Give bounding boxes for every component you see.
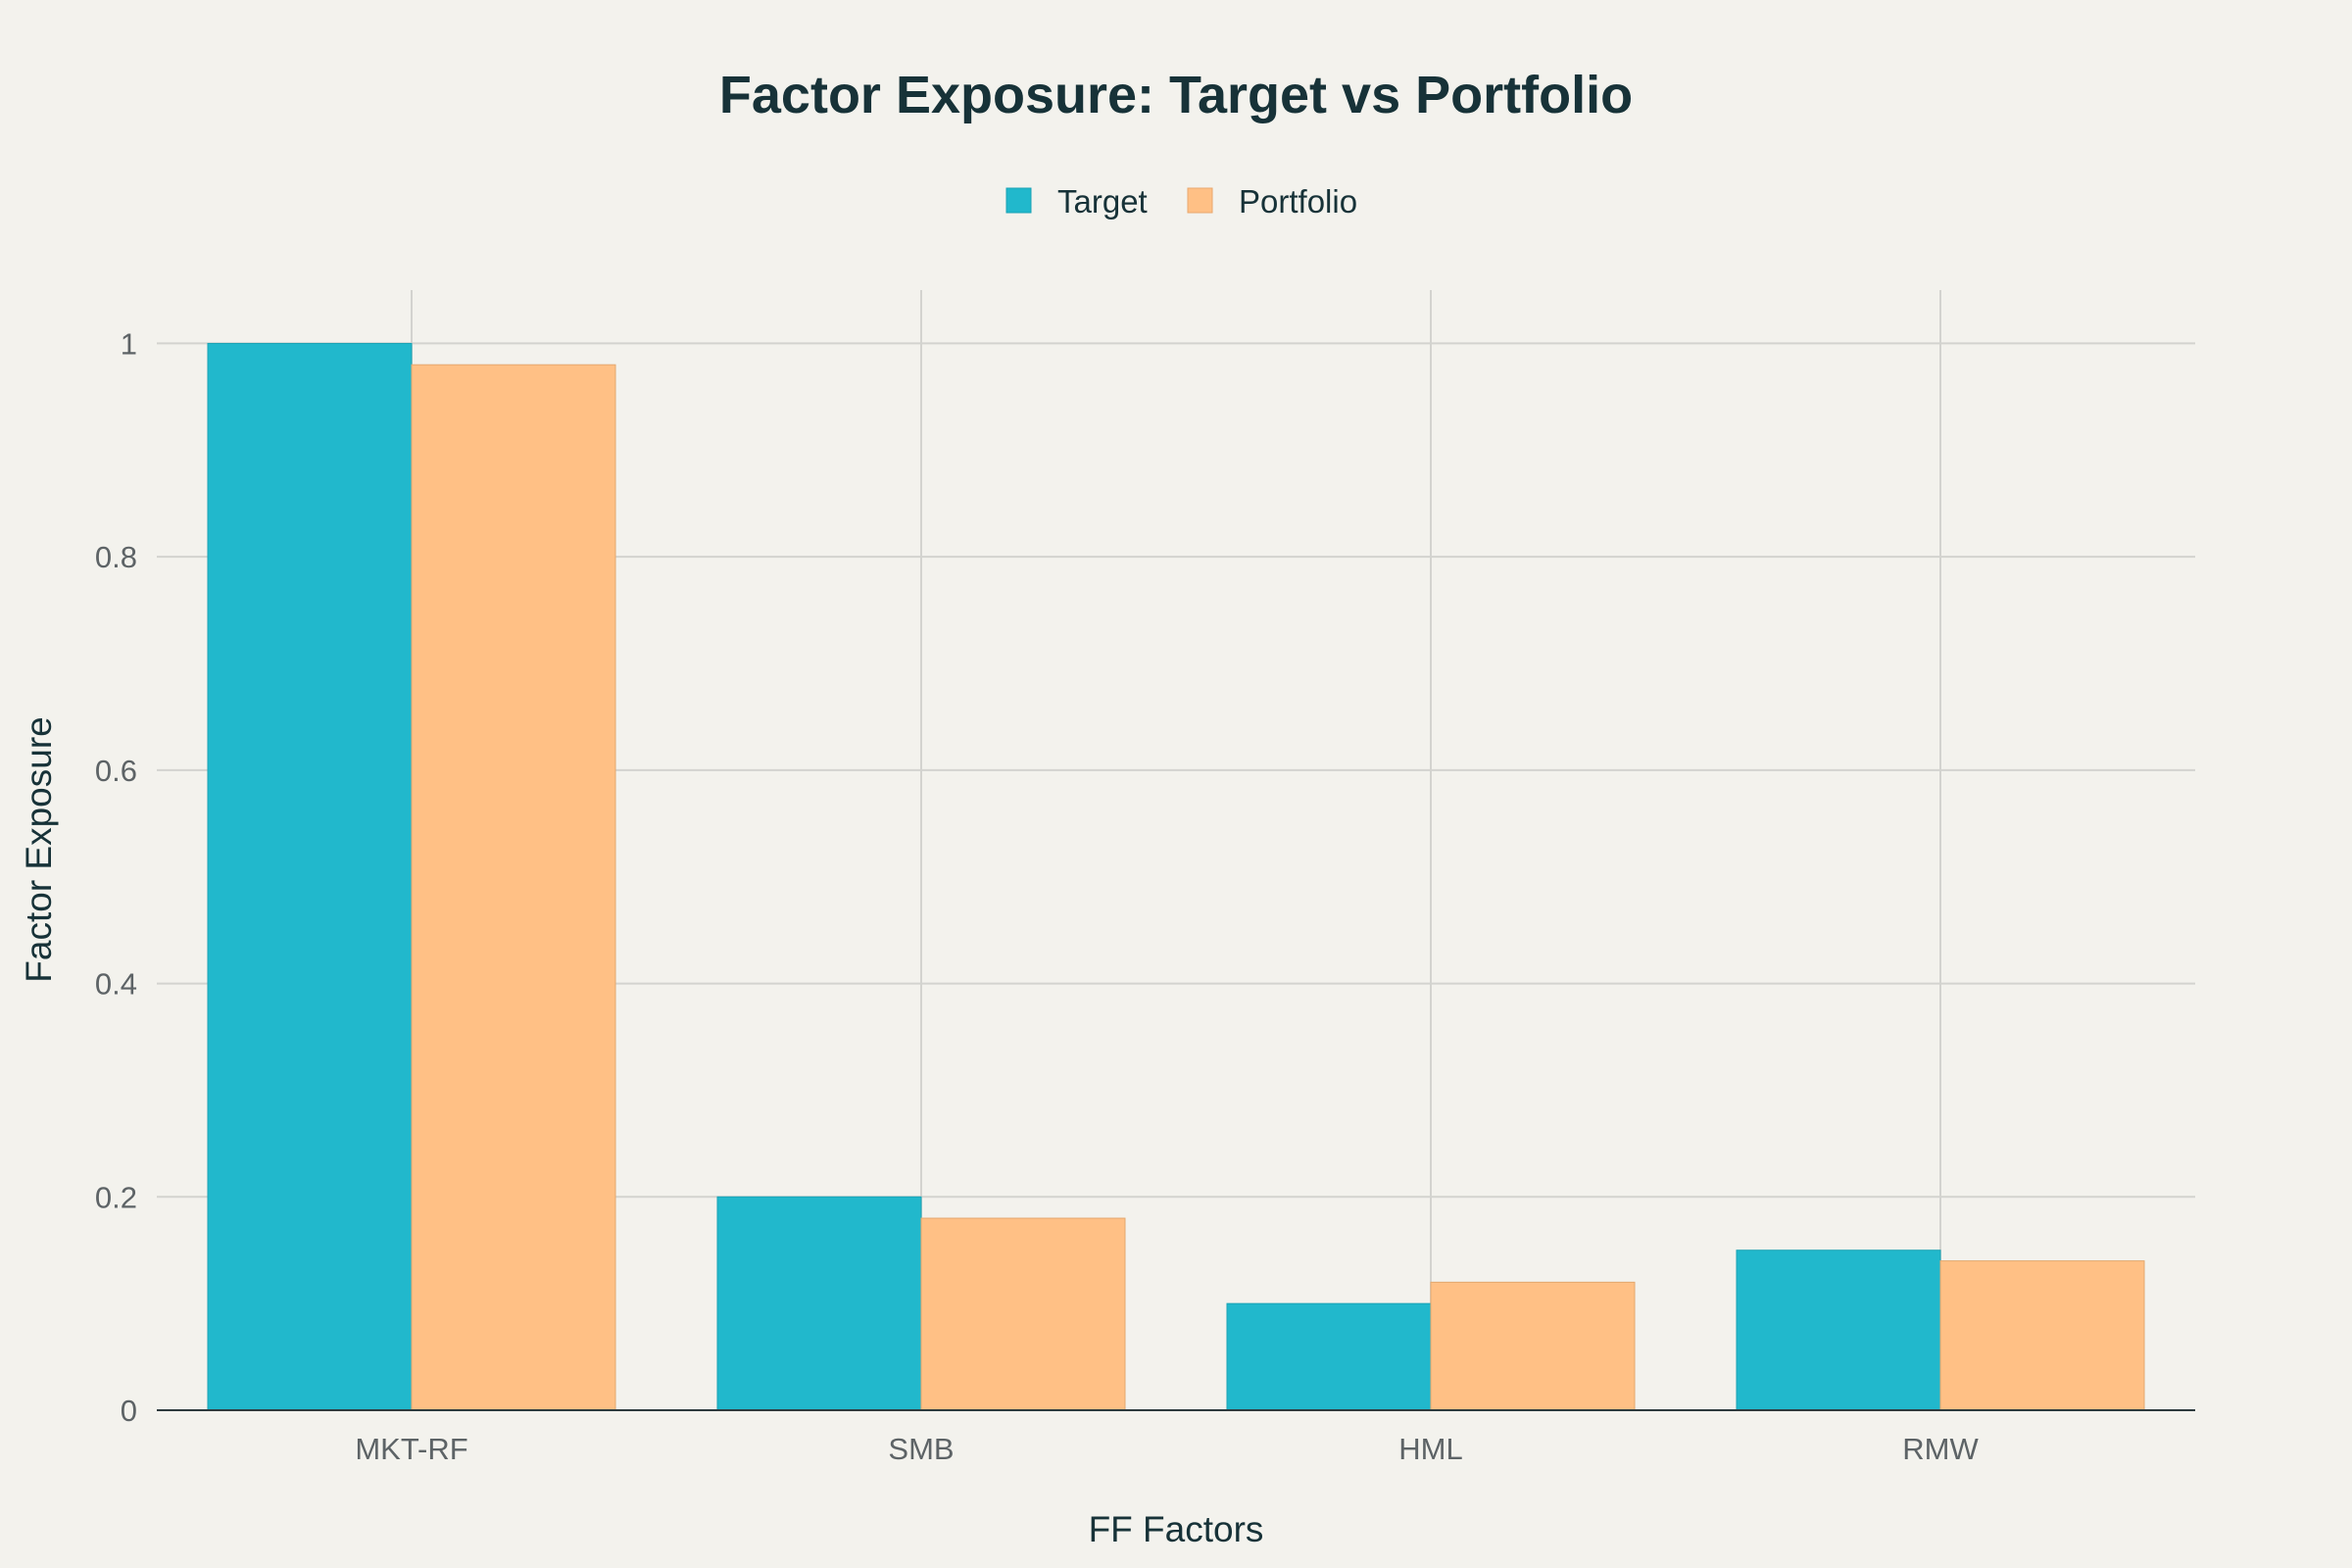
x-tick-label: SMB [888,1432,954,1466]
bar-portfolio-rmw[interactable] [1939,1260,2145,1411]
y-tick-label: 0 [121,1394,137,1428]
x-tick-label: HML [1398,1432,1462,1466]
y-tick-label: 0.6 [95,754,137,788]
bar-portfolio-mkt-rf[interactable] [411,364,616,1411]
legend-item-target[interactable]: Target [1005,183,1148,220]
y-tick-label: 1 [121,326,137,361]
y-tick-label: 0.2 [95,1180,137,1214]
legend-label-target: Target [1057,183,1148,220]
legend-swatch-portfolio [1187,187,1213,214]
x-tick-label: RMW [1902,1432,1979,1466]
bar-target-smb[interactable] [716,1196,922,1411]
chart-title: Factor Exposure: Target vs Portfolio [719,66,1633,124]
bar-target-hml[interactable] [1226,1302,1432,1411]
bar-target-mkt-rf[interactable] [207,342,413,1411]
y-tick-label: 0.8 [95,540,137,574]
bar-portfolio-hml[interactable] [1430,1281,1636,1411]
y-axis-title: Factor Exposure [19,716,59,982]
y-tick-label: 0.4 [95,967,137,1002]
y-axis-ticks: 0 0.2 0.4 0.6 0.8 1 [95,326,137,1428]
legend-label-portfolio: Portfolio [1239,183,1357,220]
bars [207,342,2145,1411]
legend-swatch-target [1005,187,1032,214]
legend: Target Portfolio [1005,183,1357,220]
x-axis-ticks: MKT-RF SMB HML RMW [355,1432,1979,1466]
x-tick-label: MKT-RF [355,1432,467,1466]
x-axis-title: FF Factors [1089,1509,1264,1549]
bar-portfolio-smb[interactable] [920,1217,1126,1411]
legend-item-portfolio[interactable]: Portfolio [1187,183,1357,220]
bar-target-rmw[interactable] [1736,1250,1941,1411]
